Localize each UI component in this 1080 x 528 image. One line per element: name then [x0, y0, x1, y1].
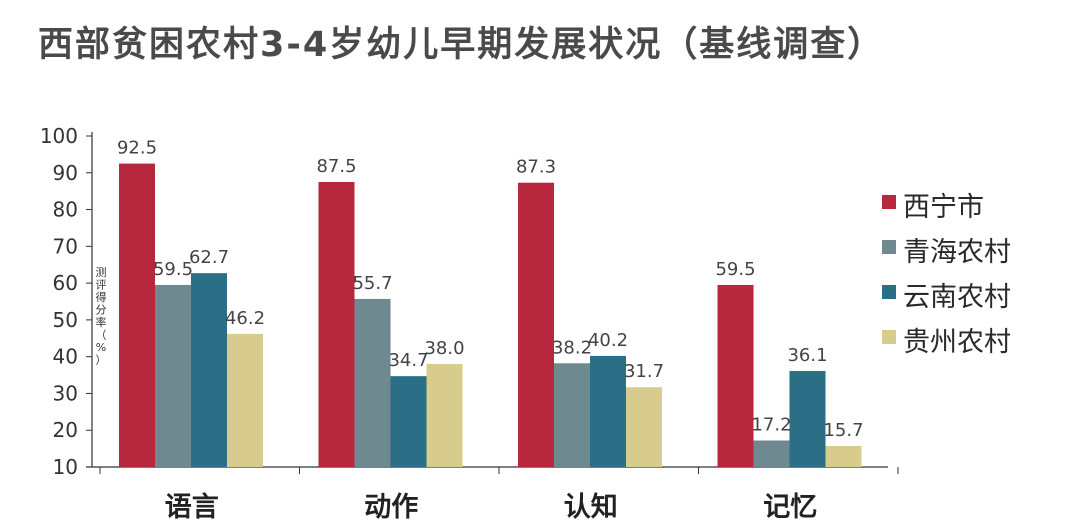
bar — [753, 440, 790, 467]
bar — [590, 355, 626, 467]
axes: 10 20 30 40 50 60 70 80 90 100 语言 动作 认知 记忆 — [40, 124, 899, 523]
bar — [518, 182, 554, 468]
legend-label: 西宁市 — [903, 192, 984, 223]
data-labels: 92.559.562.746.287.555.734.738.087.338.2… — [117, 138, 864, 441]
x-category-label: 认知 — [564, 492, 618, 523]
data-label: 17.2 — [751, 415, 791, 436]
legend-swatch — [882, 195, 896, 209]
data-label: 62.7 — [189, 247, 229, 268]
y-tick-label: 70 — [53, 234, 78, 258]
y-tick-label: 10 — [53, 455, 78, 479]
legend-swatch — [882, 330, 896, 344]
y-tick-label: 30 — [53, 381, 78, 405]
bar — [318, 181, 355, 467]
data-label: 15.7 — [823, 420, 863, 441]
y-tick-label: 50 — [53, 308, 78, 332]
data-label: 55.7 — [352, 273, 392, 294]
data-label: 87.3 — [516, 157, 556, 178]
y-tick-label: 100 — [40, 124, 78, 148]
y-tick-label: 60 — [53, 271, 78, 295]
bar — [789, 371, 826, 467]
bar — [119, 163, 155, 468]
y-axis-label-char: 得 — [96, 291, 107, 304]
data-label: 59.5 — [715, 259, 755, 280]
data-label: 59.5 — [153, 259, 193, 280]
y-axis-label-char: % — [96, 341, 106, 354]
data-label: 34.7 — [388, 350, 428, 371]
y-tick-label: 40 — [53, 345, 78, 369]
bar — [825, 446, 862, 467]
y-tick-label: 20 — [53, 418, 78, 442]
legend-label: 云南农村 — [903, 282, 1011, 313]
y-axis-label-char: ） — [96, 354, 107, 367]
legend-swatch — [882, 240, 896, 254]
legend-label: 青海农村 — [903, 237, 1011, 268]
y-axis-label-char: 测 — [96, 266, 107, 279]
x-category-label: 动作 — [364, 492, 418, 523]
bar — [354, 298, 391, 467]
data-label: 36.1 — [787, 345, 827, 366]
y-axis-label-char: （ — [96, 329, 107, 342]
bar — [227, 333, 263, 467]
x-category-label: 记忆 — [763, 492, 817, 523]
y-axis-label-char: 评 — [96, 279, 107, 292]
legend-swatch — [882, 285, 896, 299]
data-label: 40.2 — [588, 330, 628, 351]
y-axis-label-char: 率 — [96, 315, 107, 329]
data-label: 87.5 — [316, 156, 356, 177]
bar — [426, 364, 463, 467]
bar — [191, 273, 227, 467]
data-label: 38.2 — [552, 337, 592, 358]
y-axis-label-char: 分 — [96, 304, 107, 317]
data-label: 92.5 — [117, 138, 157, 159]
data-label: 31.7 — [624, 361, 664, 382]
bar — [717, 284, 754, 467]
y-tick-label: 80 — [53, 198, 78, 222]
chart-title: 西部贫困农村3-4岁幼儿早期发展状况（基线调查） — [38, 25, 884, 65]
bars — [119, 163, 862, 468]
x-category-label: 语言 — [165, 492, 219, 523]
data-label: 46.2 — [225, 308, 265, 329]
legend-label: 贵州农村 — [903, 327, 1011, 358]
bar — [626, 387, 662, 467]
bar — [155, 284, 191, 467]
y-tick-label: 90 — [53, 161, 78, 185]
bar — [390, 376, 427, 467]
bar — [554, 363, 590, 467]
data-label: 38.0 — [424, 338, 464, 359]
